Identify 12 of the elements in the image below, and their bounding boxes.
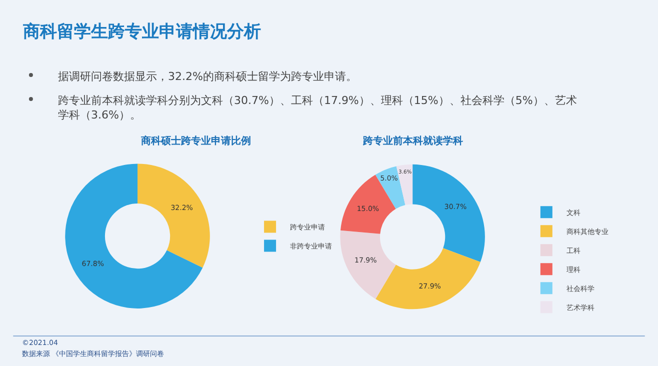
chart-title: 商科硕士跨专业申请比例 [140,135,251,147]
donut-slice [412,164,485,262]
text: 商科留学生跨专业申请情况分析 [22,22,261,42]
donut-slice [138,164,210,268]
donut-slice [340,174,396,234]
text: 跨专业前本科就读学科分别为文科（30.7%）、工科（17.9%）、理科（15%）、社会科学（5%）、艺术学科（3.6%）。 [58,94,577,122]
donut-slice [376,248,480,310]
donut-slice [396,164,413,206]
donut-slice [65,164,203,308]
text: 据调研问卷数据显示，32.2%的商科硕士留学为跨专业申请。 [58,70,357,83]
donut-slice [340,230,396,300]
chart-title: 跨专业前本科就读学科 [362,135,463,147]
